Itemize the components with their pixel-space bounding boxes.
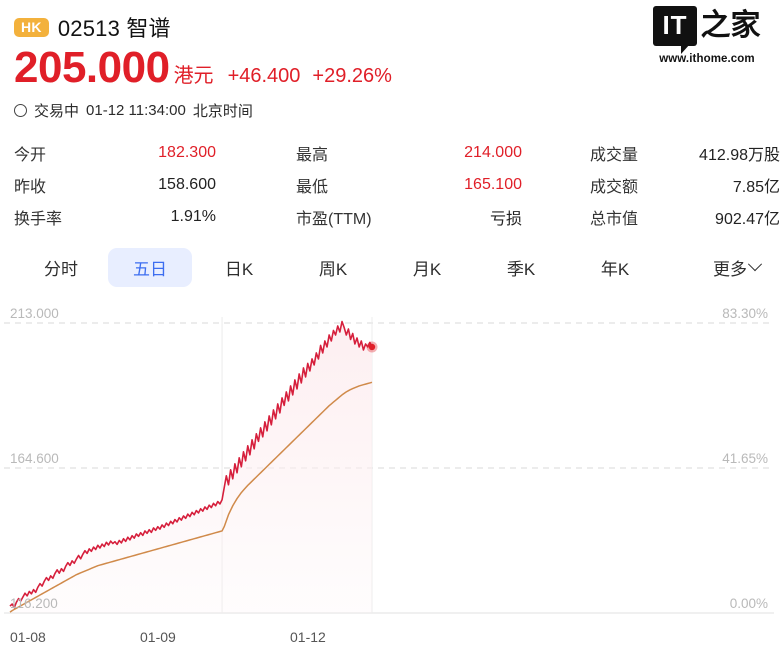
y-axis-label-left-top: 213.000 <box>10 306 59 321</box>
stat-label: 今开 <box>14 147 47 164</box>
chart-price-line <box>9 320 373 609</box>
y-axis-label-right-mid: 41.65% <box>722 451 768 466</box>
market-status-row: 交易中 01-12 11:34:00 北京时间 <box>14 100 766 121</box>
tab-quarter-k[interactable]: 季K <box>506 259 536 279</box>
current-price-dot <box>368 343 376 351</box>
stat-row: 最低 165.100 <box>290 169 590 201</box>
stat-value: 412.98万股 <box>699 147 780 164</box>
stat-value: 902.47亿 <box>715 211 780 228</box>
x-axis-tick: 01-12 <box>290 629 326 645</box>
y-axis-label-right-bottom: 0.00% <box>729 596 768 611</box>
price-change: +46.400 <box>227 65 301 87</box>
stats-column-3: 成交量 412.98万股 成交额 7.85亿 总市值 902.47亿 <box>590 137 780 233</box>
stat-label: 市盈(TTM) <box>296 211 372 228</box>
market-status: 交易中 <box>34 103 80 120</box>
tab-more-label: 更多 <box>713 259 747 279</box>
x-axis-tick: 01-09 <box>140 629 176 645</box>
market-badge: HK <box>14 17 49 37</box>
stats-column-2: 最高 214.000 最低 165.100 市盈(TTM) 亏损 <box>290 137 590 233</box>
logo-cn-text: 之家 <box>700 8 761 43</box>
last-price: 205.000 <box>14 43 170 92</box>
stat-label: 总市值 <box>590 211 639 228</box>
stat-row: 昨收 158.600 <box>0 169 290 201</box>
price-row: 205.000 港元 +46.400 +29.26% <box>14 46 766 92</box>
y-axis-label-left-mid: 164.600 <box>10 451 59 466</box>
chart-period-tabs: 分时 五日 日K 周K 月K 季K 年K 更多 <box>0 237 780 291</box>
stat-label: 昨收 <box>14 179 47 196</box>
tab-month-k[interactable]: 月K <box>412 259 442 279</box>
stats-column-1: 今开 182.300 昨收 158.600 换手率 1.91% <box>0 137 290 233</box>
stat-row: 今开 182.300 <box>0 137 290 169</box>
quote-timezone: 北京时间 <box>192 103 253 120</box>
clock-circle-icon <box>14 104 27 117</box>
chart-area-fill <box>10 321 372 613</box>
currency-label: 港元 <box>173 65 214 87</box>
quote-timestamp: 01-12 11:34:00 <box>86 102 186 119</box>
tab-year-k[interactable]: 年K <box>600 259 630 279</box>
x-axis-tick: 01-08 <box>10 629 46 645</box>
tab-more[interactable]: 更多 <box>713 248 766 287</box>
stat-value: 1.91% <box>170 208 216 225</box>
stat-label: 成交量 <box>590 147 639 164</box>
chevron-down-icon <box>747 257 763 272</box>
price-chart[interactable]: 213.000 164.600 116.200 83.30% 41.65% 0.… <box>0 295 780 655</box>
stat-value: 165.100 <box>464 176 522 193</box>
stat-label: 换手率 <box>14 211 63 228</box>
stat-row: 总市值 902.47亿 <box>590 201 780 233</box>
stat-label: 最高 <box>296 147 329 164</box>
x-axis-labels: 01-08 01-09 01-12 <box>0 621 780 655</box>
logo-mark: IT 之家 <box>642 6 772 54</box>
logo-it-text: IT <box>653 6 697 54</box>
price-change-percent: +29.26% <box>312 65 392 87</box>
chart-canvas[interactable] <box>0 295 780 655</box>
chart-average-line <box>9 381 373 613</box>
tab-fenshi[interactable]: 分时 <box>44 259 78 279</box>
quote-stats-table: 今开 182.300 昨收 158.600 换手率 1.91% 最高 214.0… <box>0 127 780 237</box>
logo-url: www.ithome.com <box>659 53 755 65</box>
quote-header: IT 之家 www.ithome.com HK 02513 智谱 205.000… <box>0 0 780 121</box>
y-axis-label-right-top: 83.30% <box>722 306 768 321</box>
stat-label: 成交额 <box>590 179 639 196</box>
site-logo: IT 之家 www.ithome.com <box>642 6 772 65</box>
stat-row: 换手率 1.91% <box>0 201 290 233</box>
tab-five-day[interactable]: 五日 <box>108 247 192 287</box>
symbol-row: HK 02513 智谱 <box>14 12 766 42</box>
stat-row: 市盈(TTM) 亏损 <box>290 201 590 233</box>
stat-row: 最高 214.000 <box>290 137 590 169</box>
tab-week-k[interactable]: 周K <box>318 259 348 279</box>
stat-row: 成交额 7.85亿 <box>590 169 780 201</box>
stat-row: 成交量 412.98万股 <box>590 137 780 169</box>
page-title: 02513 智谱 <box>57 16 171 41</box>
stat-label: 最低 <box>296 179 329 196</box>
stat-value: 亏损 <box>489 211 522 228</box>
tab-day-k[interactable]: 日K <box>224 259 254 279</box>
stat-value: 158.600 <box>158 176 216 193</box>
y-axis-label-left-bottom: 116.200 <box>10 596 58 611</box>
stat-value: 7.85亿 <box>732 179 780 196</box>
stat-value: 214.000 <box>464 144 522 161</box>
stat-value: 182.300 <box>158 144 216 161</box>
